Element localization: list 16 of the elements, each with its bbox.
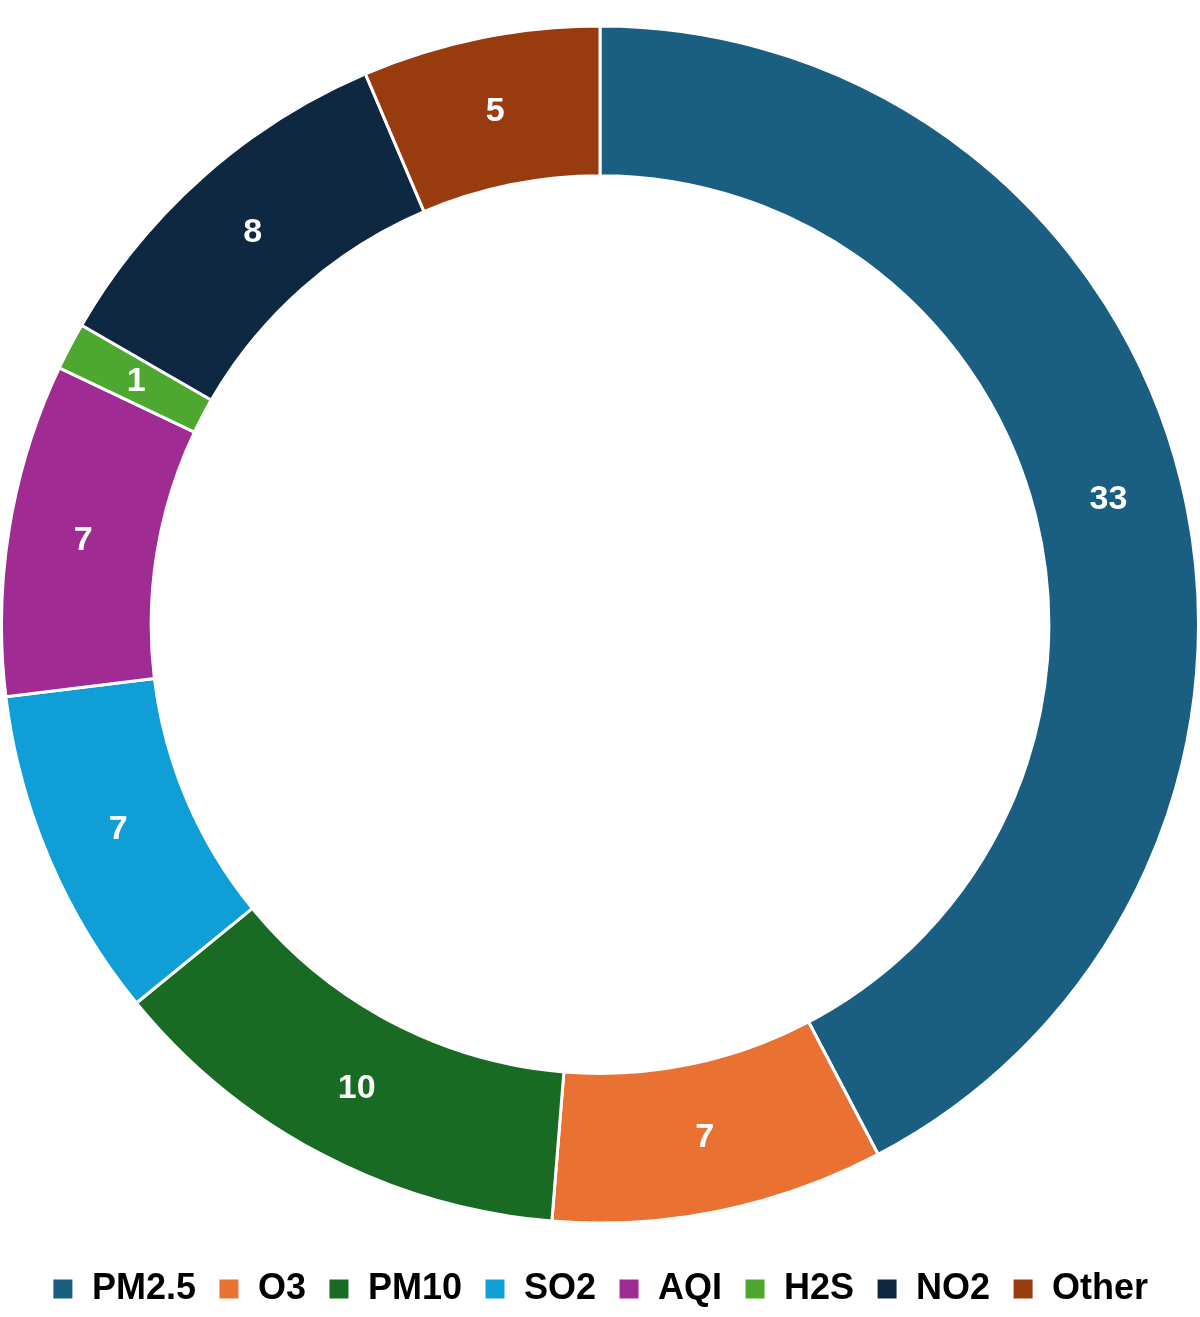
legend-label: SO2: [524, 1265, 597, 1307]
data-label: 7: [73, 518, 93, 557]
legend-label: AQI: [658, 1265, 723, 1307]
data-label: 5: [485, 89, 505, 128]
data-label: 7: [695, 1115, 715, 1154]
data-label: 10: [337, 1066, 376, 1105]
legend-label: O3: [257, 1265, 306, 1307]
data-label: 1: [126, 359, 146, 398]
legend-label: NO2: [916, 1265, 991, 1307]
data-label: 33: [1089, 477, 1128, 516]
legend-label: Other: [1052, 1265, 1149, 1307]
legend-label: PM10: [367, 1265, 463, 1307]
legend-label: H2S: [784, 1265, 855, 1307]
data-label: 7: [108, 808, 128, 847]
legend-label: PM2.5: [91, 1265, 196, 1307]
data-label: 8: [243, 210, 263, 249]
